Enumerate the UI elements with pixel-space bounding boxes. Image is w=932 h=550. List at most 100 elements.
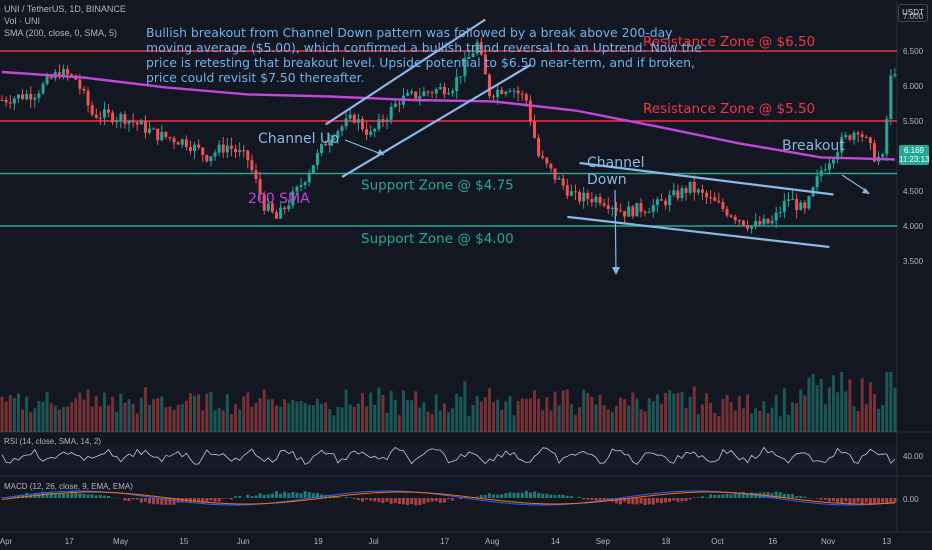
volume-bar	[659, 403, 663, 432]
candle-body	[377, 119, 381, 129]
candle-body	[528, 100, 532, 122]
macd-tick: 0.00	[903, 495, 919, 504]
candle-body	[549, 163, 553, 169]
volume-bar	[635, 398, 639, 432]
macd-histogram-bar	[799, 495, 803, 498]
candle-body	[762, 218, 766, 225]
volume-bar	[770, 407, 774, 432]
volume-bar	[221, 410, 225, 432]
rsi-band	[0, 446, 897, 468]
macd-histogram-bar	[229, 498, 233, 500]
macd-histogram-bar	[90, 494, 94, 498]
candle-body	[561, 178, 565, 186]
candle-body	[336, 131, 340, 139]
candle-body	[33, 97, 37, 100]
volume-bar	[172, 409, 176, 432]
volume-bar	[606, 409, 610, 432]
volume-bar	[410, 400, 414, 432]
volume-bar	[184, 400, 188, 432]
candle-body	[524, 94, 528, 101]
candle-body	[705, 192, 709, 198]
macd-histogram-bar	[819, 498, 823, 500]
candle-body	[717, 200, 721, 203]
candle-body	[807, 196, 811, 209]
volume-bar	[0, 396, 4, 432]
volume-bar	[799, 389, 803, 432]
arrow-channel-up	[344, 139, 385, 156]
volume-bar	[131, 403, 135, 432]
volume-bar	[74, 398, 78, 432]
volume-bar	[676, 392, 680, 432]
macd-histogram-bar	[889, 498, 893, 504]
price-tick-2: 6.500	[903, 47, 924, 56]
candle-body	[209, 156, 213, 162]
macd-histogram-bar	[594, 498, 598, 501]
macd-histogram-bar	[696, 497, 700, 498]
macd-histogram-bar	[70, 490, 74, 498]
volume-bar	[692, 386, 696, 432]
macd-histogram-bar	[664, 498, 668, 503]
candle-body	[393, 103, 397, 107]
candle-body	[479, 42, 483, 55]
volume-bar	[492, 402, 496, 432]
arrow-head-breakout	[862, 188, 870, 194]
candle-body	[266, 203, 270, 211]
candle-body	[295, 186, 299, 192]
candle-body	[221, 144, 225, 153]
macd-histogram-bar	[262, 494, 266, 498]
macd-histogram-bar	[143, 498, 147, 502]
candle-body	[664, 200, 668, 206]
candle-body	[246, 150, 250, 161]
candle-body	[152, 128, 156, 130]
volume-bar	[672, 393, 676, 432]
macd-histogram-bar	[655, 498, 659, 503]
volume-bar	[881, 405, 885, 432]
macd-histogram-bar	[397, 498, 401, 505]
volume-bar	[647, 397, 651, 432]
candle-body	[98, 117, 102, 119]
currency-selector[interactable]: USDT	[898, 4, 928, 22]
macd-histogram-bar	[545, 493, 549, 498]
volume-bar	[148, 404, 151, 432]
macd-histogram-bar	[557, 494, 561, 498]
volume-bar	[225, 394, 229, 432]
macd-histogram-bar	[53, 493, 57, 498]
macd-histogram-bar	[651, 498, 655, 505]
macd-histogram-bar	[746, 493, 749, 498]
candle-body	[434, 89, 438, 94]
volume-bar	[176, 404, 180, 432]
volume-bar	[758, 410, 762, 432]
candle-body	[344, 118, 348, 127]
macd-histogram-bar	[430, 498, 434, 502]
macd-histogram-bar	[270, 493, 274, 498]
candle-body	[700, 189, 704, 193]
candle-body	[655, 199, 659, 206]
candle-body	[754, 221, 758, 226]
candle-body	[733, 216, 737, 221]
macd-histogram-bar	[422, 498, 426, 504]
macd-histogram-bar	[549, 494, 553, 498]
volume-bar	[70, 402, 74, 432]
rsi-line	[1, 446, 896, 466]
volume-label: Vol · UNI	[4, 16, 41, 26]
macd-histogram-bar	[688, 498, 692, 500]
rsi-tick: 40.00	[903, 452, 924, 461]
macd-histogram-bar	[623, 498, 627, 503]
candle-body	[643, 211, 647, 213]
macd-histogram-bar	[180, 498, 184, 503]
volume-bar	[823, 403, 827, 432]
candle-body	[352, 114, 356, 123]
candle-body	[262, 194, 266, 211]
time-tick-12: Oct	[711, 537, 724, 546]
price-tick-4: 5.500	[903, 117, 924, 126]
time-tick-13: 16	[768, 537, 777, 546]
volume-bar	[565, 389, 569, 432]
candle-body	[774, 212, 778, 221]
macd-histogram-bar	[434, 498, 438, 502]
last-price-badge: 6.169 11:23:13	[899, 145, 930, 165]
macd-histogram-bar	[832, 498, 836, 502]
volume-bar	[348, 404, 352, 432]
candle-body	[397, 103, 401, 105]
macd-line	[1, 490, 896, 506]
